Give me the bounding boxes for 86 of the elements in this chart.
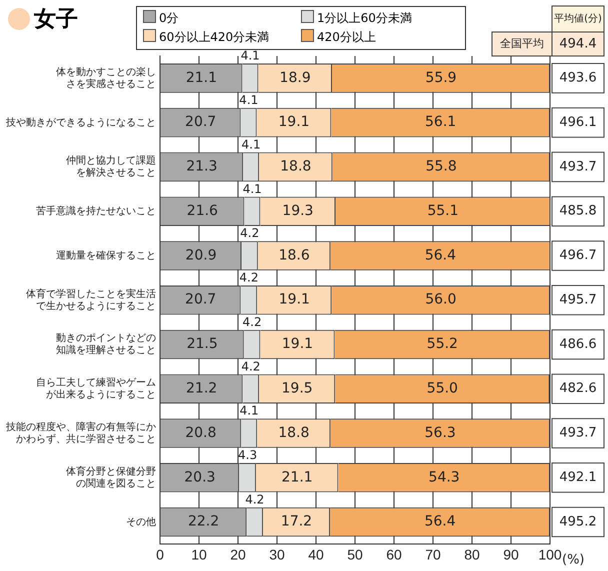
data-label: 55.1 bbox=[427, 202, 459, 219]
x-tick-label: 80 bbox=[464, 546, 480, 562]
text: 493.6 bbox=[559, 70, 597, 86]
data-label: 20.7 bbox=[185, 292, 216, 308]
x-tick-label: 0 bbox=[156, 546, 164, 562]
y-tick-label: 苦手意識を持たせないこと bbox=[36, 205, 156, 218]
data-label: 21.1 bbox=[282, 469, 313, 486]
data-label: 4.2 bbox=[245, 492, 264, 506]
data-label: 21.5 bbox=[186, 336, 218, 352]
text: 492.1 bbox=[559, 470, 597, 485]
text: 496.1 bbox=[559, 114, 597, 130]
x-tick-label: 60 bbox=[386, 546, 402, 562]
x-tick-label: 30 bbox=[269, 546, 285, 562]
y-tick-label: 動きのポイントなどの知識を理解させること bbox=[56, 333, 156, 356]
data-label: 19.3 bbox=[282, 202, 314, 219]
data-label: 18.9 bbox=[280, 70, 311, 86]
data-label: 56.1 bbox=[425, 114, 456, 130]
data-label: 55.0 bbox=[426, 380, 458, 397]
y-tick-label: 技能の程度や、障害の有無等にかかわらず、共に学習させること bbox=[5, 420, 156, 445]
x-tick-label: 40 bbox=[308, 546, 324, 562]
legend-label: 0分 bbox=[158, 10, 180, 27]
x-tick-label: 70 bbox=[425, 546, 441, 562]
data-label: 21.1 bbox=[186, 70, 217, 86]
text: 493.7 bbox=[559, 426, 597, 441]
y-tick-label: 自ら工夫して練習やゲームが出来るようにすること bbox=[36, 376, 156, 401]
data-label: 55.8 bbox=[426, 158, 457, 175]
y-tick-label: 技や動きができるようになること bbox=[5, 116, 156, 128]
data-label: 56.4 bbox=[424, 247, 456, 264]
data-label: 19.1 bbox=[278, 114, 310, 130]
data-label: 21.6 bbox=[186, 202, 218, 219]
data-label: 18.8 bbox=[280, 158, 312, 175]
x-tick-label: 20 bbox=[230, 546, 246, 562]
data-label: 4.2 bbox=[240, 226, 260, 240]
data-label: 19.1 bbox=[282, 336, 314, 352]
x-tick-label: 100 bbox=[538, 546, 562, 562]
data-label: 20.8 bbox=[185, 424, 216, 441]
x-tick-label: 50 bbox=[347, 546, 363, 562]
y-tick-label: 仲間と協力して課題を解決させること bbox=[66, 154, 156, 179]
data-label: 20.7 bbox=[185, 114, 216, 130]
y-tick-label: 体を動かすことの楽しさを実感させること bbox=[56, 66, 156, 90]
data-label: 4.1 bbox=[240, 48, 260, 63]
y-tick-label: 運動量を確保すること bbox=[56, 249, 156, 262]
x-axis-title: (%) bbox=[562, 552, 584, 568]
data-label: 4.2 bbox=[241, 359, 260, 374]
legend-label: 60分以上420分未満 bbox=[158, 29, 270, 46]
data-label: 20.9 bbox=[185, 247, 217, 264]
data-label: 19.5 bbox=[282, 380, 313, 397]
data-label: 4.1 bbox=[240, 404, 259, 418]
data-label: 56.3 bbox=[424, 424, 456, 441]
text: 486.6 bbox=[559, 336, 597, 352]
data-label: 17.2 bbox=[280, 514, 312, 530]
text: 平均値(分) bbox=[554, 12, 602, 25]
data-label: 19.1 bbox=[278, 292, 310, 308]
text: 495.2 bbox=[559, 514, 597, 530]
y-tick-label: 体育分野と保健分野の関連を図ること bbox=[66, 465, 156, 490]
data-label: 21.2 bbox=[186, 380, 218, 397]
text: 482.6 bbox=[559, 381, 597, 396]
data-label: 55.2 bbox=[426, 336, 458, 352]
x-tick-label: 10 bbox=[191, 546, 207, 562]
text: 495.7 bbox=[559, 292, 597, 308]
data-label: 55.9 bbox=[425, 70, 457, 86]
data-label: 4.3 bbox=[238, 448, 258, 462]
text: 493.7 bbox=[559, 159, 597, 174]
chart-title: 女子 bbox=[34, 6, 78, 34]
data-label: 56.4 bbox=[424, 514, 456, 530]
data-label: 21.3 bbox=[186, 158, 218, 175]
x-tick-label: 90 bbox=[503, 546, 519, 562]
y-tick-label: 体育で学習したことを実生活で生かせるようにすること bbox=[26, 288, 156, 312]
data-label: 18.6 bbox=[278, 247, 310, 264]
text: 494.4 bbox=[559, 36, 597, 52]
data-label: 22.2 bbox=[188, 514, 220, 530]
legend-label: 1分以上60分未満 bbox=[316, 10, 413, 27]
data-label: 4.2 bbox=[242, 314, 262, 329]
text: 485.8 bbox=[559, 204, 597, 219]
data-label: 4.1 bbox=[242, 137, 261, 152]
data-label: 4.1 bbox=[242, 182, 262, 196]
data-label: 54.3 bbox=[428, 469, 460, 486]
data-label: 18.8 bbox=[278, 424, 310, 441]
series-label: 420分以上 bbox=[316, 29, 377, 46]
data-label: 4.1 bbox=[239, 93, 258, 108]
text: 全国平均 bbox=[500, 36, 544, 50]
y-tick-label: その他 bbox=[126, 516, 156, 528]
data-label: 56.0 bbox=[425, 292, 456, 308]
text: 496.7 bbox=[559, 248, 597, 264]
data-label: 20.3 bbox=[184, 469, 216, 486]
data-label: 4.2 bbox=[239, 270, 258, 285]
